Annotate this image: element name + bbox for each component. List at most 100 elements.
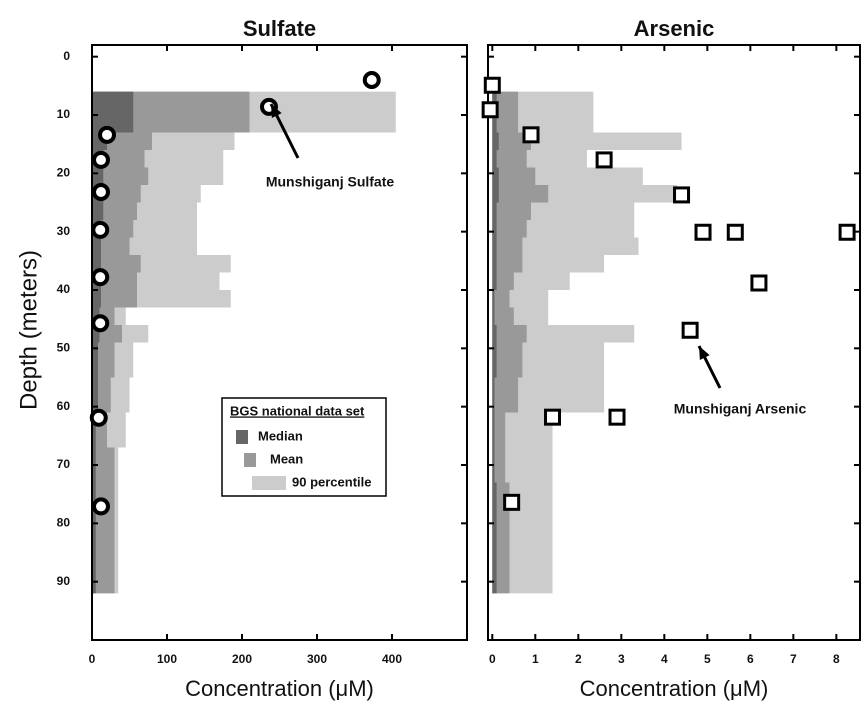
data-point bbox=[608, 408, 626, 426]
bar bbox=[92, 237, 101, 255]
legend-swatch bbox=[236, 430, 248, 444]
x-tick-label: 5 bbox=[704, 652, 711, 666]
y-axis-label: Depth (meters) bbox=[15, 250, 42, 410]
y-tick-label: 30 bbox=[57, 224, 71, 238]
data-point bbox=[91, 314, 110, 333]
bar bbox=[492, 272, 497, 290]
arrow-head bbox=[271, 104, 282, 118]
bar bbox=[492, 185, 499, 203]
bar bbox=[492, 412, 506, 448]
plot-frame bbox=[487, 44, 861, 641]
x-axis-label: Concentration (μM) bbox=[185, 676, 374, 701]
data-point bbox=[89, 408, 108, 427]
bar bbox=[492, 307, 495, 325]
bar bbox=[492, 185, 549, 203]
plot-frame bbox=[91, 44, 468, 641]
data-point bbox=[92, 497, 110, 516]
x-tick-label: 3 bbox=[618, 652, 625, 666]
arrow-head bbox=[699, 346, 710, 360]
data-point bbox=[673, 186, 691, 204]
bar bbox=[492, 202, 497, 220]
data-point bbox=[503, 493, 521, 511]
x-tick-label: 2 bbox=[575, 652, 582, 666]
x-tick-label: 6 bbox=[747, 652, 754, 666]
bar bbox=[492, 150, 497, 168]
bar bbox=[92, 91, 134, 133]
data-point bbox=[522, 126, 540, 144]
data-point bbox=[91, 268, 110, 287]
bar bbox=[92, 412, 96, 448]
bar bbox=[92, 377, 98, 413]
y-tick-label: 60 bbox=[57, 399, 71, 413]
bar bbox=[492, 325, 527, 343]
bar bbox=[492, 272, 514, 290]
data-point bbox=[92, 183, 110, 201]
bar bbox=[492, 377, 495, 413]
legend-label: 90 percentile bbox=[292, 474, 372, 489]
bar bbox=[492, 325, 635, 343]
legend-label: Median bbox=[258, 428, 303, 443]
annotation: Munshiganj Sulfate bbox=[266, 174, 395, 190]
x-tick-label: 1 bbox=[532, 652, 539, 666]
data-point bbox=[750, 274, 768, 292]
bar bbox=[492, 237, 523, 255]
bar bbox=[492, 307, 514, 325]
x-tick-label: 0 bbox=[489, 652, 496, 666]
bar bbox=[92, 255, 101, 273]
bar bbox=[492, 132, 499, 150]
data-point bbox=[481, 101, 499, 119]
x-tick-label: 400 bbox=[382, 652, 402, 666]
legend-label: Mean bbox=[270, 451, 303, 466]
bar bbox=[492, 237, 639, 255]
x-tick-label: 4 bbox=[661, 652, 668, 666]
bar bbox=[492, 202, 532, 220]
y-tick-label: 80 bbox=[57, 516, 71, 530]
bar bbox=[92, 290, 101, 308]
x-tick-label: 300 bbox=[307, 652, 327, 666]
bar bbox=[492, 447, 506, 483]
bar bbox=[92, 447, 115, 483]
y-tick-label: 10 bbox=[57, 107, 71, 121]
bar bbox=[492, 342, 523, 378]
y-tick-label: 20 bbox=[57, 166, 71, 180]
bar bbox=[492, 255, 497, 273]
y-tick-label: 90 bbox=[57, 574, 71, 588]
bar bbox=[492, 132, 532, 150]
bar bbox=[492, 412, 495, 448]
data-point bbox=[92, 150, 110, 169]
annotation: Munshiganj Arsenic bbox=[674, 401, 807, 417]
data-point bbox=[595, 151, 613, 169]
x-tick-label: 8 bbox=[833, 652, 840, 666]
data-point bbox=[838, 223, 856, 241]
bar bbox=[492, 290, 495, 308]
bar bbox=[92, 325, 100, 343]
bar bbox=[92, 255, 141, 273]
bar bbox=[92, 342, 98, 378]
bar bbox=[492, 220, 635, 238]
bar bbox=[492, 132, 682, 150]
data-point bbox=[681, 321, 699, 339]
bar bbox=[492, 220, 527, 238]
y-tick-label: 40 bbox=[57, 282, 71, 296]
x-tick-label: 7 bbox=[790, 652, 797, 666]
x-axis-label: Concentration (μM) bbox=[580, 676, 769, 701]
y-tick-label: 50 bbox=[57, 341, 71, 355]
bar bbox=[92, 237, 130, 255]
legend-box bbox=[221, 397, 387, 497]
bar bbox=[492, 342, 497, 378]
x-tick-label: 200 bbox=[232, 652, 252, 666]
x-tick-label: 0 bbox=[89, 652, 96, 666]
bar bbox=[492, 290, 510, 308]
bar bbox=[92, 167, 104, 185]
legend-swatch bbox=[252, 476, 286, 490]
bar bbox=[492, 377, 519, 413]
data-point bbox=[694, 223, 712, 241]
bar bbox=[492, 237, 497, 255]
data-point bbox=[544, 408, 562, 426]
data-point bbox=[726, 223, 744, 241]
bar bbox=[492, 255, 523, 273]
legend-title: BGS national data set bbox=[230, 403, 365, 418]
bar bbox=[92, 482, 96, 594]
bar bbox=[492, 220, 497, 238]
